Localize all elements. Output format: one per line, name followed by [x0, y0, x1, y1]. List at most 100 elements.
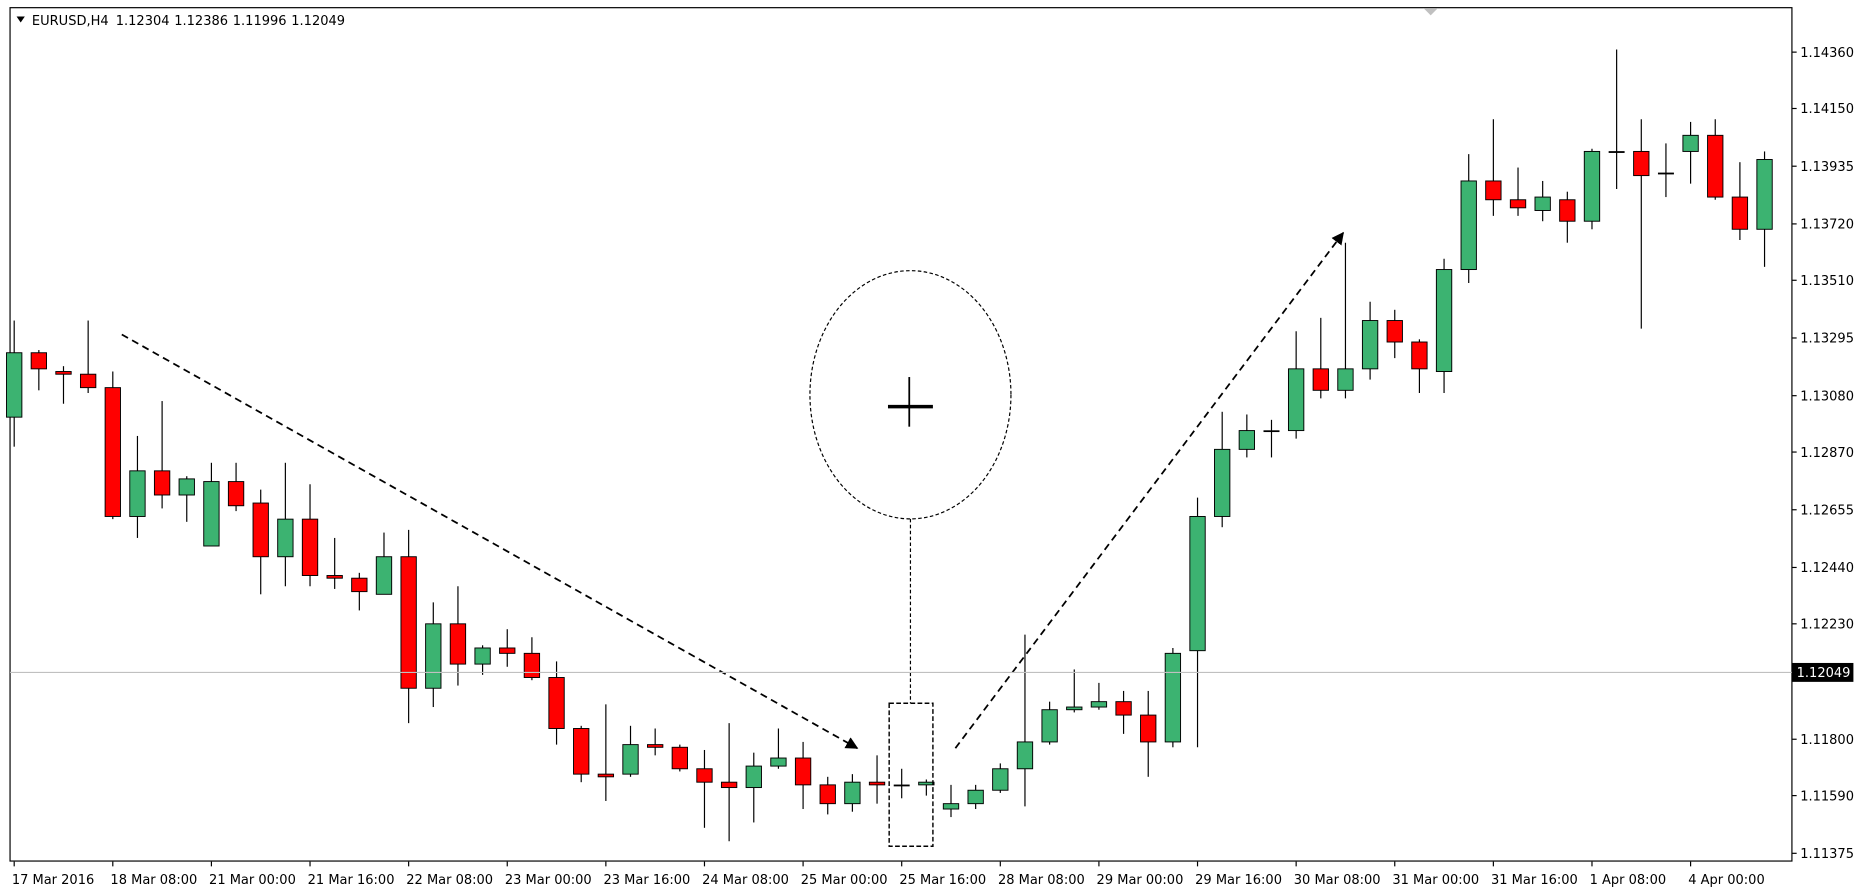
- candle-body: [1485, 180, 1502, 201]
- price-label-bg: [1791, 662, 1854, 682]
- candle-body: [918, 781, 935, 786]
- candle-body: [1707, 134, 1724, 198]
- candle-body: [622, 744, 639, 775]
- candle-body: [573, 728, 590, 775]
- candle-body: [1189, 515, 1206, 652]
- zoom-ellipse: [809, 270, 1012, 520]
- candle-body: [1386, 320, 1403, 343]
- candle-body: [1633, 150, 1650, 177]
- header-high: 1.12386: [174, 14, 228, 29]
- y-tick-label: 1.12440: [1800, 561, 1854, 576]
- candle-body: [1583, 150, 1601, 222]
- candle-body: [1509, 199, 1527, 209]
- candle-body: [474, 647, 491, 665]
- candle-body: [1460, 180, 1477, 271]
- candle-body: [1559, 199, 1576, 222]
- x-tick-label: 24 Mar 08:00: [702, 873, 789, 888]
- down-trend-arrow: [121, 333, 859, 749]
- y-tick-label: 1.12655: [1800, 503, 1854, 518]
- candle-body: [1016, 741, 1034, 770]
- candle-body: [597, 773, 615, 778]
- x-tick-label: 31 Mar 16:00: [1491, 873, 1578, 888]
- y-tick-label: 1.12870: [1800, 446, 1854, 461]
- candle-body: [893, 784, 910, 787]
- candle-body: [277, 518, 294, 558]
- candle-body: [1411, 341, 1428, 370]
- candle-body: [1682, 134, 1699, 152]
- candle-body: [499, 647, 516, 654]
- candle-body: [79, 373, 97, 389]
- candles: [6, 49, 1773, 842]
- candle-body: [794, 757, 812, 786]
- candle-body: [745, 765, 762, 789]
- x-tick-label: 21 Mar 16:00: [308, 873, 395, 888]
- candle-body: [30, 352, 48, 370]
- x-tick-label: 23 Mar 00:00: [505, 873, 592, 888]
- candle-body: [696, 768, 713, 783]
- x-tick-label: 29 Mar 16:00: [1195, 873, 1282, 888]
- candle-body: [6, 352, 23, 418]
- x-tick-label: 31 Mar 00:00: [1392, 873, 1479, 888]
- symbol: EURUSD,H4: [32, 14, 109, 29]
- candle-body: [523, 652, 541, 678]
- candle-body: [1263, 430, 1280, 433]
- candle-body: [1066, 706, 1083, 711]
- candle-body: [326, 575, 343, 579]
- candle-body: [1214, 448, 1231, 517]
- header-low: 1.11996: [233, 14, 287, 29]
- candle-body: [1287, 368, 1305, 432]
- candle-body: [819, 784, 836, 805]
- x-tick-label: 17 Mar 2016: [12, 873, 94, 888]
- candle-body: [203, 481, 220, 547]
- candle-body: [1361, 320, 1379, 370]
- candle-body: [942, 803, 960, 810]
- candle-body: [1115, 701, 1132, 716]
- x-tick-label: 18 Mar 08:00: [110, 873, 197, 888]
- candle-body: [720, 781, 738, 789]
- y-tick-label: 1.14360: [1800, 46, 1854, 61]
- candle-body: [301, 518, 319, 576]
- candle-body: [449, 623, 467, 665]
- candle-body: [178, 478, 195, 496]
- x-tick-label: 25 Mar 00:00: [801, 873, 888, 888]
- candle-body: [153, 470, 171, 496]
- candle-body: [1164, 652, 1182, 743]
- candle-body: [844, 781, 861, 805]
- candle-body: [1312, 368, 1329, 391]
- y-tick-label: 1.13935: [1800, 160, 1854, 175]
- y-tick-label: 1.13295: [1800, 332, 1854, 347]
- candle-body: [1140, 714, 1157, 743]
- candle-body: [1041, 709, 1058, 743]
- menu-triangle: [16, 16, 25, 23]
- x-tick-label: 30 Mar 08:00: [1294, 873, 1381, 888]
- x-tick-label: 21 Mar 00:00: [209, 873, 296, 888]
- doji-zoom: [887, 377, 933, 427]
- candle-body: [104, 387, 121, 517]
- candle-body: [548, 677, 565, 729]
- up-trend-arrow: [954, 231, 1344, 749]
- candle-body: [671, 746, 688, 770]
- candle-body: [375, 556, 393, 595]
- candle-body: [1608, 151, 1625, 153]
- candle-body: [400, 556, 417, 689]
- y-tick-label: 1.13720: [1800, 218, 1854, 233]
- candle-body: [1337, 368, 1354, 391]
- x-tick-label: 22 Mar 08:00: [406, 873, 493, 888]
- y-tick-label: 1.13080: [1800, 389, 1854, 404]
- plot-frame: [9, 7, 1793, 862]
- candle-body: [1657, 172, 1674, 175]
- candle-body: [129, 470, 146, 517]
- y-tick-label: 1.13510: [1800, 274, 1854, 289]
- candle-body: [647, 744, 664, 748]
- x-tick-label: 4 Apr 00:00: [1688, 873, 1765, 888]
- header: EURUSD,H4 1.12304 1.12386 1.11996 1.12049: [32, 14, 345, 29]
- candle-body: [967, 789, 984, 805]
- x-tick-label: 25 Mar 16:00: [899, 873, 986, 888]
- x-tick-label: 29 Mar 00:00: [1097, 873, 1184, 888]
- y-tick-label: 1.12230: [1800, 618, 1854, 633]
- candle-body: [252, 502, 269, 558]
- highlight-box: [888, 702, 934, 847]
- candle-body: [351, 577, 368, 593]
